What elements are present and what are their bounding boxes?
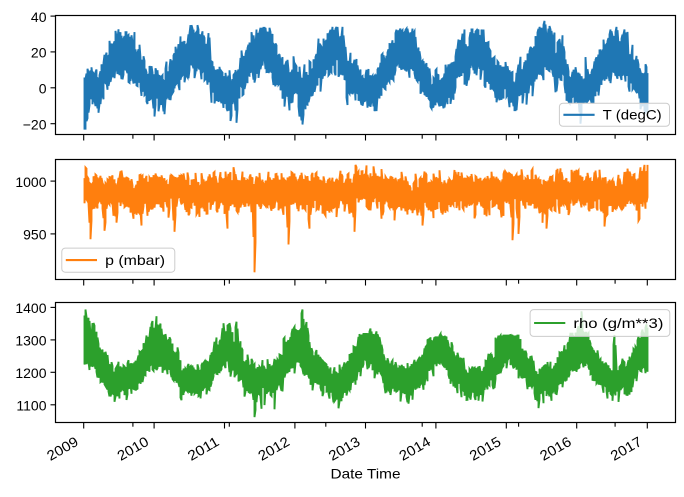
svg-text:40: 40 xyxy=(31,9,47,25)
svg-text:1300: 1300 xyxy=(15,333,46,349)
svg-text:1400: 1400 xyxy=(15,300,46,316)
svg-text:Date Time: Date Time xyxy=(331,466,401,482)
svg-text:T (degC): T (degC) xyxy=(603,107,662,123)
svg-text:0: 0 xyxy=(39,81,47,97)
svg-text:−20: −20 xyxy=(23,116,47,132)
svg-text:20: 20 xyxy=(31,45,47,61)
svg-text:950: 950 xyxy=(23,227,47,243)
svg-text:1100: 1100 xyxy=(16,398,46,414)
svg-text:1000: 1000 xyxy=(15,174,46,190)
svg-text:p (mbar): p (mbar) xyxy=(105,252,165,268)
svg-text:1200: 1200 xyxy=(15,365,46,381)
svg-text:rho (g/m**3): rho (g/m**3) xyxy=(573,315,663,331)
